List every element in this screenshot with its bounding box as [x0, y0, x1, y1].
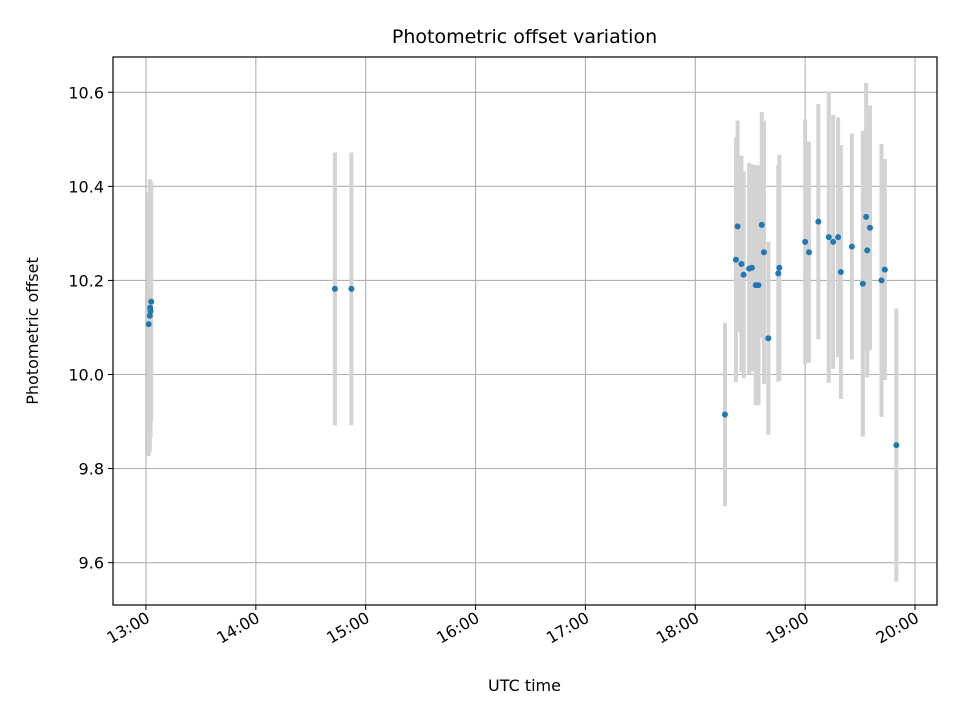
data-point [148, 298, 155, 305]
x-axis-label: UTC time [488, 676, 561, 695]
data-point [146, 312, 153, 319]
data-point [806, 249, 813, 256]
y-tick-label: 10.4 [68, 177, 104, 196]
data-point [738, 260, 745, 267]
data-point [835, 234, 842, 241]
plot-frame [112, 56, 938, 606]
data-point [732, 256, 739, 263]
y-tick-label: 9.6 [79, 554, 104, 573]
data-point [765, 335, 772, 342]
y-tick-label: 9.8 [79, 460, 104, 479]
data-point [734, 223, 741, 230]
data-point [802, 238, 809, 245]
data-point [776, 264, 783, 271]
data-point [859, 280, 866, 287]
data-point [748, 264, 755, 271]
y-tick-label: 10.0 [68, 366, 104, 385]
data-point [881, 266, 888, 273]
data-point [848, 243, 855, 250]
data-point [740, 271, 747, 278]
data-point [863, 213, 870, 220]
data-point [893, 442, 900, 449]
data-point [145, 321, 152, 328]
data-point [878, 277, 885, 284]
data-point [348, 285, 355, 292]
grid-lines [113, 57, 937, 605]
data-point [721, 411, 728, 418]
data-point [331, 285, 338, 292]
data-point [815, 218, 822, 225]
y-tick-label: 10.2 [68, 271, 104, 290]
data-point [758, 221, 765, 228]
data-points [145, 213, 900, 449]
y-tick-label: 10.6 [68, 83, 104, 102]
chart-title: Photometric offset variation [392, 26, 657, 48]
data-point [147, 308, 154, 315]
data-point [825, 234, 832, 241]
data-point [866, 224, 873, 231]
data-point [760, 249, 767, 256]
y-axis-label: Photometric offset [23, 257, 42, 405]
data-point [837, 268, 844, 275]
data-point [775, 270, 782, 277]
data-point [830, 238, 837, 245]
data-point [864, 247, 871, 254]
y-axis-ticks: 9.6 9.8 10.0 10.2 10.4 10.6 [68, 83, 113, 573]
data-point [755, 282, 762, 289]
